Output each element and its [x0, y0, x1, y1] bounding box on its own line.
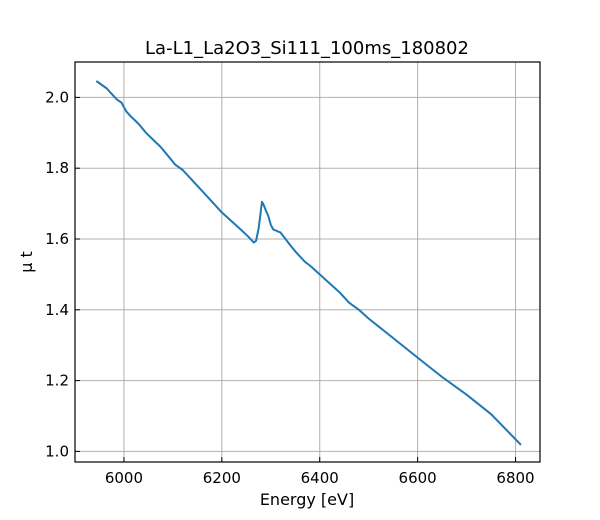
x-axis-label: Energy [eV] — [260, 490, 354, 509]
x-tick-label: 6800 — [496, 469, 534, 487]
x-tick-label: 6000 — [105, 469, 143, 487]
x-tick-label: 6200 — [203, 469, 241, 487]
series-layer — [96, 80, 522, 446]
y-tick-label: 1.8 — [45, 159, 69, 177]
y-tick-label: 1.0 — [45, 442, 69, 460]
y-tick-label: 1.4 — [45, 301, 69, 319]
y-tick-label: 1.2 — [45, 372, 69, 390]
y-axis-label: μ t — [17, 251, 36, 273]
ticks: 6000 6200 6400 6600 6800 1.0 1.2 1.4 1.6 1.8 2.0 — [45, 88, 534, 487]
x-tick-label: 6400 — [301, 469, 339, 487]
grid — [75, 62, 540, 462]
series-line — [96, 80, 522, 446]
x-tick-label: 6600 — [399, 469, 437, 487]
plot-frame — [74, 61, 541, 463]
y-tick-label: 1.6 — [45, 230, 69, 248]
chart-title: La-L1_La2O3_Si111_100ms_180802 — [145, 38, 469, 59]
y-tick-label: 2.0 — [45, 88, 69, 106]
